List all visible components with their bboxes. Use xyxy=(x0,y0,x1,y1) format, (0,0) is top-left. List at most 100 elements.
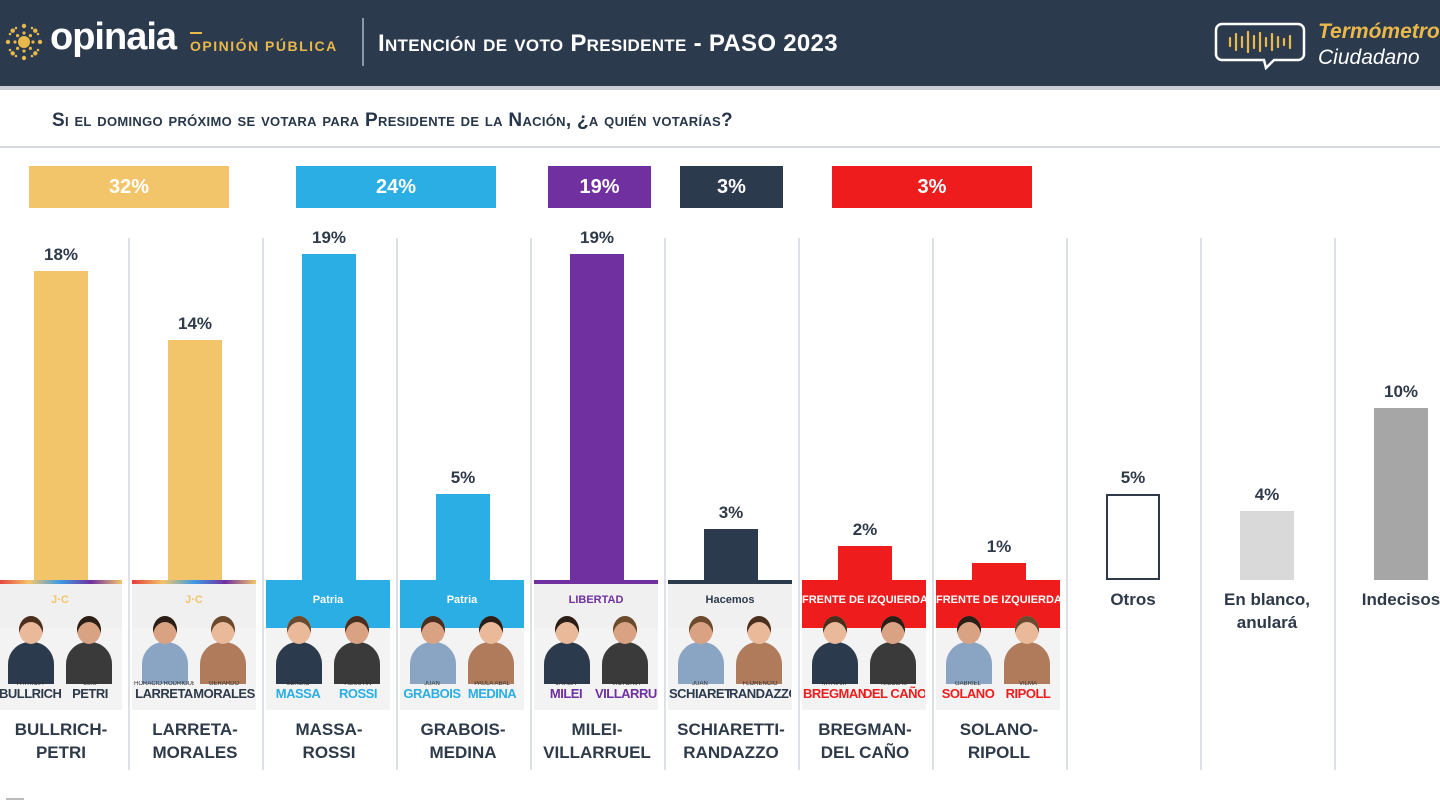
candidate-photo-icon xyxy=(810,616,860,684)
candidate-first-name: JUAN xyxy=(424,681,440,687)
bar-value-label: 19% xyxy=(311,228,347,247)
question-divider xyxy=(0,146,1440,148)
candidate-photo-icon xyxy=(274,616,324,684)
candidate-card: FRENTE DE IZQUIERDA MYRIAM BREGMAN NICOLÁS D… xyxy=(802,580,926,710)
bar-value-label: 3% xyxy=(718,502,744,522)
candidate-photo-icon xyxy=(64,616,114,684)
candidate-last-name: SCHIARETTI xyxy=(669,686,731,701)
candidate-photo-icon xyxy=(1002,616,1052,684)
candidate-first-name: MYRIAM xyxy=(822,681,846,687)
candidate-first-name: FLORENCIO xyxy=(742,681,778,687)
category-label: LARRETA- MORALES xyxy=(152,720,238,762)
column-divider xyxy=(1334,238,1336,770)
category-label: MILEI- VILLARRUEL xyxy=(543,720,651,762)
category-label: MASSA- ROSSI xyxy=(295,720,363,762)
candidate-photo-icon xyxy=(198,616,248,684)
candidate-last-name: BREGMAN xyxy=(803,686,865,701)
party-logo: Patria xyxy=(312,594,344,606)
category-label: Indecisos xyxy=(1361,590,1440,609)
category-label: SOLANO- RIPOLL xyxy=(959,720,1039,762)
card-party-band xyxy=(936,584,1060,628)
party-logo: FRENTE DE IZQUIERDA xyxy=(936,594,1060,606)
page-title: Intención de voto Presidente - PASO 2023 xyxy=(378,30,838,57)
bar-value-label: 4% xyxy=(1254,485,1280,505)
candidate-last-name: BULLRICH xyxy=(0,686,61,701)
group-total-badge: 24% xyxy=(296,166,496,208)
candidate-first-name: PAULA ABAL xyxy=(474,681,510,687)
candidate-photo-icon xyxy=(408,616,458,684)
category-label: BULLRICH- PETRI xyxy=(14,720,108,762)
candidate-last-name: MILEI xyxy=(549,686,583,701)
bar-value-label: 1% xyxy=(986,536,1012,556)
candidate-first-name: VICTORIA xyxy=(611,681,641,687)
card-party-band xyxy=(266,584,390,628)
candidate-last-name: MEDINA xyxy=(467,686,517,701)
survey-question: Si el domingo próximo se votara para Pre… xyxy=(52,110,733,131)
candidate-last-name: MORALES xyxy=(193,686,255,701)
group-total-badge: 3% xyxy=(832,166,1032,208)
bar xyxy=(1374,408,1428,580)
party-logo: J·C xyxy=(185,594,203,606)
candidate-last-name: RIPOLL xyxy=(1005,686,1051,701)
candidate-last-name: PETRI xyxy=(72,686,108,701)
candidate-photo-icon xyxy=(600,616,650,684)
column-divider xyxy=(664,238,666,770)
candidate-photo-icon xyxy=(6,616,56,684)
bar-value-label: 5% xyxy=(1120,468,1146,488)
bar-value-label: 18% xyxy=(43,245,79,265)
bar xyxy=(972,562,1026,580)
card-party-strip xyxy=(936,580,1060,584)
candidate-last-name: GRABOIS xyxy=(403,686,461,701)
bar xyxy=(570,254,624,580)
speech-bubble-audio-icon xyxy=(1214,22,1306,70)
category-label: SCHIARETTI- RANDAZZO xyxy=(677,720,785,762)
candidate-photo-icon xyxy=(676,616,726,684)
bar-value-label: 5% xyxy=(450,468,476,488)
candidate-first-name: VILMA xyxy=(1018,681,1037,687)
card-party-strip xyxy=(400,580,524,584)
category-label: Otros xyxy=(1110,590,1156,609)
card-party-strip xyxy=(802,580,926,584)
bar xyxy=(704,528,758,580)
category-label: BREGMAN- DEL CAÑO xyxy=(818,720,912,762)
candidate-first-name: GABRIEL xyxy=(954,681,981,687)
card-party-strip xyxy=(266,580,390,584)
candidate-last-name: RANDAZZO xyxy=(729,686,791,701)
group-total-badge: 19% xyxy=(548,166,651,208)
candidate-photo-icon xyxy=(332,616,382,684)
column-divider xyxy=(1066,238,1068,770)
brand-line-1: Termómetro xyxy=(1318,20,1440,43)
card-party-band xyxy=(132,584,256,628)
party-logo: Hacemos xyxy=(705,594,755,606)
candidate-first-name: JUAN xyxy=(692,681,708,687)
candidate-first-name: SERGIO xyxy=(286,681,310,687)
group-total-badge: 32% xyxy=(29,166,229,208)
brand-line-2: Ciudadano xyxy=(1318,46,1420,69)
bar-value-label: 19% xyxy=(579,228,615,247)
column-divider xyxy=(932,238,934,770)
card-party-band xyxy=(400,584,524,628)
bar-value-label: 14% xyxy=(177,313,213,333)
party-logo: FRENTE DE IZQUIERDA xyxy=(802,594,926,606)
bar xyxy=(168,339,222,580)
bar xyxy=(838,545,892,580)
candidate-photo-icon xyxy=(466,616,516,684)
bar xyxy=(1240,511,1294,580)
card-party-band xyxy=(0,584,122,628)
column-divider xyxy=(262,238,264,770)
candidate-card: Patria SERGIO MASSA AGUSTÍN ROSSI xyxy=(266,580,390,710)
header-separator xyxy=(362,18,364,66)
card-party-strip xyxy=(534,580,658,584)
candidate-first-name: JAVIER xyxy=(555,681,577,687)
candidate-last-name: LARRETA xyxy=(135,686,193,701)
header-bar: opinaia OPINIÓN PÚBLICA Intención de vot… xyxy=(0,0,1440,86)
card-party-strip xyxy=(132,580,256,584)
candidate-photo-icon xyxy=(734,616,784,684)
card-party-band xyxy=(802,584,926,628)
candidate-first-name: NICOLÁS xyxy=(880,681,908,687)
footnote-mark xyxy=(6,798,24,800)
candidate-card: J·C HORACIO RODRÍGUEZ LARRETA GERARDO MORALE… xyxy=(132,580,256,710)
candidate-card: FRENTE DE IZQUIERDA GABRIEL SOLANO VILMA RIP… xyxy=(936,580,1060,710)
candidate-last-name: DEL CAÑO xyxy=(863,686,925,701)
